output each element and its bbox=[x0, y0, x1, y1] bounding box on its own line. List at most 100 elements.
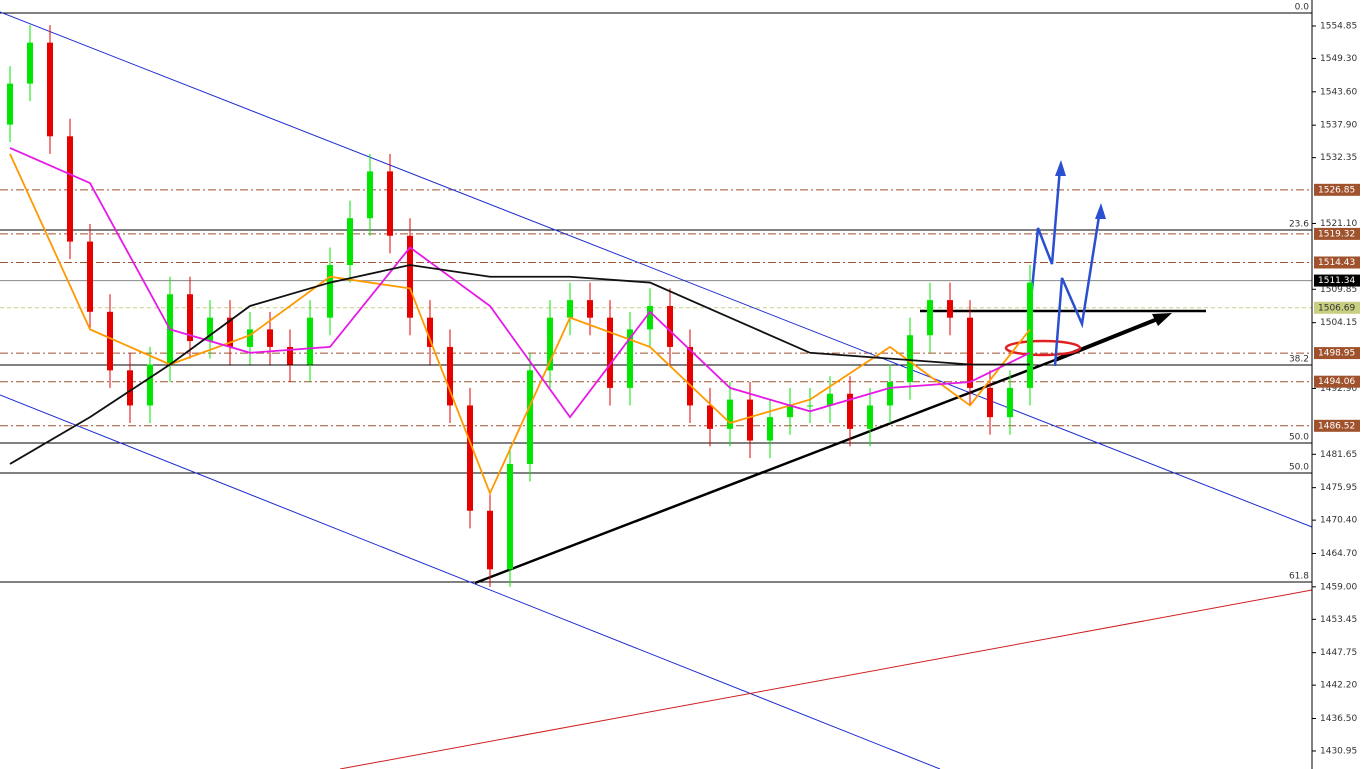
level-tag bbox=[1314, 375, 1360, 388]
candle-body bbox=[147, 364, 153, 406]
y-tick-label: 1532.35 bbox=[1320, 153, 1357, 163]
candle-body bbox=[947, 300, 953, 318]
level-tag bbox=[1314, 183, 1360, 196]
y-tick-label: 1537.90 bbox=[1320, 121, 1357, 131]
candle-body bbox=[47, 42, 53, 137]
candle-body bbox=[867, 405, 873, 429]
level-label: 1506.69 bbox=[1318, 303, 1355, 313]
y-tick-label: 1521.10 bbox=[1320, 219, 1357, 229]
candle-body bbox=[807, 405, 813, 407]
trend-line bbox=[339, 589, 1313, 769]
candle-body bbox=[607, 317, 613, 388]
candle-body bbox=[107, 311, 113, 371]
level-label: 1498.95 bbox=[1318, 349, 1355, 359]
axis-layer: 1554.85 1549.30 1543.60 1537.90 1532.35 1521.… bbox=[1312, 21, 1360, 756]
candle-body bbox=[667, 305, 673, 347]
candle-body bbox=[887, 382, 893, 406]
y-tick-label: 1459.00 bbox=[1320, 582, 1357, 592]
arrow-head bbox=[1095, 203, 1106, 219]
candle-body bbox=[367, 171, 373, 219]
candle-body bbox=[387, 171, 393, 236]
candle-body bbox=[707, 405, 713, 429]
candle-body bbox=[127, 370, 133, 406]
candle-body bbox=[267, 329, 273, 347]
moving-average bbox=[9, 153, 1031, 496]
level-label: 1514.43 bbox=[1318, 258, 1355, 268]
y-tick-label: 1430.95 bbox=[1320, 746, 1357, 756]
y-tick-label: 1436.50 bbox=[1320, 714, 1357, 724]
candle-body bbox=[227, 317, 233, 347]
candle-body bbox=[727, 399, 733, 429]
level-tag bbox=[1314, 274, 1360, 287]
candles-layer bbox=[7, 25, 1033, 587]
y-tick-label: 1447.75 bbox=[1320, 648, 1357, 658]
candle-body bbox=[187, 294, 193, 342]
y-tick-label: 1549.30 bbox=[1320, 54, 1357, 64]
y-tick-label: 1481.65 bbox=[1320, 450, 1357, 460]
highlight-ellipse bbox=[1004, 339, 1082, 357]
channel-line bbox=[0, 394, 941, 769]
candle-body bbox=[787, 405, 793, 418]
fib-label: 50.0 bbox=[1289, 463, 1309, 473]
moving-average bbox=[9, 264, 1030, 465]
candle-body bbox=[487, 510, 493, 570]
candle-body bbox=[447, 346, 453, 406]
y-tick-label: 1475.95 bbox=[1320, 483, 1357, 493]
candle-body bbox=[1007, 387, 1013, 418]
level-tag bbox=[1314, 347, 1360, 360]
level-label: 1511.34 bbox=[1318, 276, 1355, 286]
candle-body bbox=[27, 42, 33, 84]
candle-body bbox=[747, 399, 753, 441]
candle-body bbox=[207, 317, 213, 342]
y-tick-label: 1470.40 bbox=[1320, 516, 1357, 526]
y-tick-label: 1453.45 bbox=[1320, 615, 1357, 625]
forecast-arrow bbox=[1053, 209, 1102, 367]
fib-label: 23.6 bbox=[1289, 220, 1309, 230]
y-tick-label: 1442.20 bbox=[1320, 681, 1357, 691]
candle-body bbox=[527, 370, 533, 464]
candle-body bbox=[7, 83, 13, 125]
y-tick-label: 1509.85 bbox=[1320, 285, 1357, 295]
candle-body bbox=[987, 387, 993, 418]
fib-label: 50.0 bbox=[1289, 433, 1309, 443]
candle-body bbox=[87, 241, 93, 312]
candle-body bbox=[307, 317, 313, 365]
forecast-arrow bbox=[1028, 167, 1062, 311]
y-tick-label: 1464.70 bbox=[1320, 549, 1357, 559]
candle-body bbox=[567, 300, 573, 318]
candle-body bbox=[967, 317, 973, 388]
candle-body bbox=[327, 265, 333, 318]
fib-label: 0.0 bbox=[1295, 2, 1310, 12]
candle-body bbox=[547, 317, 553, 371]
candle-body bbox=[847, 393, 853, 429]
y-tick-label: 1554.85 bbox=[1320, 21, 1357, 31]
candle-body bbox=[767, 417, 773, 441]
candle-body bbox=[347, 218, 353, 266]
candle-body bbox=[687, 346, 693, 406]
candle-body bbox=[907, 335, 913, 383]
candle-body bbox=[247, 329, 253, 347]
arrow-head bbox=[1055, 160, 1066, 176]
fib-label: 38.2 bbox=[1289, 355, 1309, 365]
candle-body bbox=[647, 305, 653, 330]
y-tick-label: 1492.90 bbox=[1320, 384, 1357, 394]
level-label: 1486.52 bbox=[1318, 421, 1355, 431]
level-label: 1519.32 bbox=[1318, 229, 1355, 239]
candle-body bbox=[67, 136, 73, 242]
level-tag bbox=[1314, 227, 1360, 240]
channel-line bbox=[0, 11, 1313, 528]
y-tick-label: 1543.60 bbox=[1320, 87, 1357, 97]
candle-body bbox=[827, 393, 833, 406]
candle-body bbox=[927, 300, 933, 336]
candle-body bbox=[427, 317, 433, 347]
level-tag bbox=[1314, 419, 1360, 432]
candle-body bbox=[287, 346, 293, 365]
candle-body bbox=[467, 405, 473, 511]
candle-body bbox=[1027, 282, 1033, 388]
levels-layer: 0.0 23.6 38.2 50.0 50.0 61.8 bbox=[0, 2, 1312, 583]
candle-body bbox=[587, 300, 593, 318]
candle-body bbox=[507, 463, 513, 570]
level-label: 1494.06 bbox=[1318, 377, 1355, 387]
